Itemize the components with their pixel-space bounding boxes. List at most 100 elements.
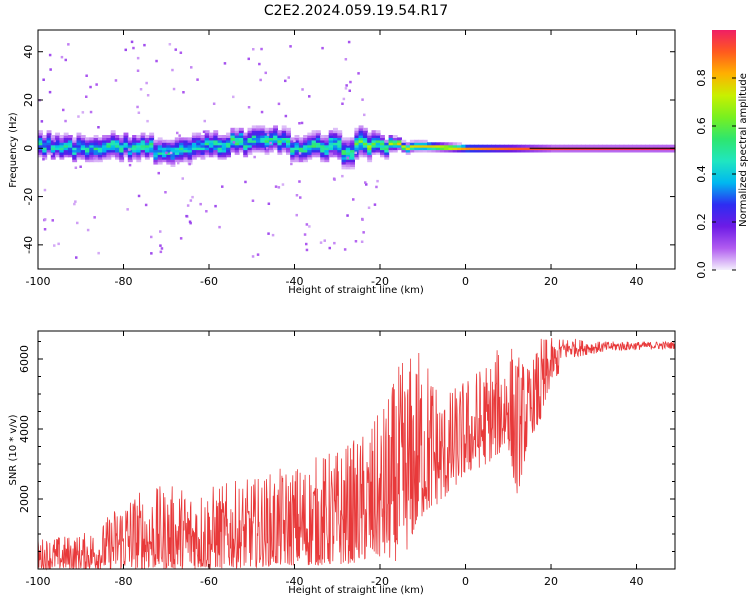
spectrogram-cell bbox=[226, 137, 231, 141]
spectrogram-noise-cell bbox=[260, 110, 264, 114]
spectrogram-cell bbox=[38, 149, 43, 153]
spectrogram-cell bbox=[333, 137, 338, 141]
spectrogram-cell bbox=[256, 144, 261, 148]
spectrogram-cell bbox=[499, 144, 505, 148]
spectrogram-cell bbox=[358, 149, 364, 153]
spectrogram-cell bbox=[76, 137, 82, 141]
spectrogram-cell bbox=[521, 149, 526, 153]
spectrogram-cell bbox=[191, 132, 197, 136]
spectrogram-cell bbox=[474, 149, 479, 153]
spectrogram-cell bbox=[76, 139, 82, 143]
spectrogram-cell bbox=[362, 135, 368, 138]
spectrogram-cell bbox=[42, 135, 48, 138]
spectrogram-noise-cell bbox=[126, 208, 129, 211]
spectrogram-cell bbox=[234, 132, 240, 136]
spectrogram-cell bbox=[157, 142, 163, 146]
spectrogram-cell bbox=[350, 151, 355, 155]
spectrogram-cell bbox=[42, 151, 48, 155]
spectrogram-cell bbox=[123, 149, 129, 153]
spectrogram-cell bbox=[123, 132, 129, 136]
spectrogram-cell bbox=[367, 135, 373, 138]
spectrogram-cell bbox=[315, 137, 321, 141]
spectrogram-cell bbox=[281, 149, 287, 153]
spectrogram-noise-cell bbox=[136, 105, 139, 109]
spectrogram-cell bbox=[307, 142, 313, 146]
spectrogram-cell bbox=[333, 139, 338, 143]
x-tick-label: -60 bbox=[200, 275, 218, 288]
spectrogram-cell bbox=[179, 147, 184, 151]
spectrogram-cell bbox=[247, 130, 253, 134]
spectrogram-cell bbox=[59, 151, 65, 155]
spectrogram-cell bbox=[149, 139, 155, 143]
spectrogram-cell bbox=[238, 132, 244, 136]
spectrogram-cell bbox=[358, 142, 364, 146]
spectrogram-noise-cell bbox=[298, 122, 301, 125]
spectrogram-cell bbox=[238, 142, 244, 146]
spectrogram-cell bbox=[264, 142, 270, 146]
spectrogram-cell bbox=[273, 139, 278, 143]
spectrogram-cell bbox=[110, 151, 116, 155]
spectrogram-cell bbox=[213, 144, 219, 148]
spectrogram-cell bbox=[243, 132, 249, 136]
spectrogram-cell bbox=[183, 137, 189, 141]
spectrogram-cell bbox=[315, 132, 321, 136]
spectrogram-cell bbox=[401, 147, 407, 151]
spectrogram-noise-cell bbox=[212, 102, 216, 105]
spectrogram-noise-cell bbox=[232, 141, 236, 144]
spectrogram-noise-cell bbox=[205, 210, 208, 213]
spectrogram-cell bbox=[444, 144, 449, 148]
spectrogram-cell bbox=[140, 149, 146, 153]
spectrogram-cell bbox=[97, 156, 103, 160]
spectrogram-cell bbox=[409, 147, 415, 151]
spectrogram-cell bbox=[649, 149, 655, 153]
spectrogram-cell bbox=[384, 142, 390, 146]
spectrogram-noise-cell bbox=[341, 174, 344, 178]
spectrogram-cell bbox=[144, 142, 150, 146]
spectrogram-noise-cell bbox=[137, 194, 141, 198]
x-tick-label: -80 bbox=[115, 575, 133, 588]
spectrogram-cell bbox=[149, 142, 155, 146]
spectrogram-cell bbox=[260, 144, 266, 148]
spectrogram-cell bbox=[345, 161, 351, 165]
spectrogram-cell bbox=[243, 135, 249, 138]
x-tick-label: 0 bbox=[462, 275, 469, 288]
spectrogram-cell bbox=[38, 151, 43, 155]
spectrogram-cell bbox=[97, 159, 103, 163]
spectrogram-cell bbox=[298, 147, 304, 151]
spectrogram-cell bbox=[388, 139, 394, 143]
spectrogram-cell bbox=[320, 147, 326, 151]
spectrogram-cell bbox=[504, 144, 509, 148]
spectrogram-cell bbox=[380, 151, 385, 155]
spectrogram-cell bbox=[93, 156, 99, 160]
spectrogram-noise-cell bbox=[253, 155, 256, 159]
spectrogram-cell bbox=[110, 142, 116, 146]
spectrogram-noise-cell bbox=[357, 72, 360, 75]
spectrogram-cell bbox=[136, 149, 142, 153]
spectrogram-cell bbox=[174, 154, 180, 158]
spectrogram-cell bbox=[615, 149, 620, 153]
spectrogram-cell bbox=[345, 151, 351, 155]
spectrogram-cell bbox=[80, 135, 86, 138]
spectrogram-cell bbox=[209, 139, 214, 143]
spectrogram-cell bbox=[277, 142, 283, 146]
spectrogram-noise-cell bbox=[344, 87, 348, 90]
spectrogram-cell bbox=[435, 147, 441, 151]
spectrogram-cell bbox=[166, 144, 172, 148]
spectrogram-cell bbox=[149, 149, 155, 153]
spectrogram-cell bbox=[200, 154, 206, 158]
spectrogram-cell bbox=[200, 149, 206, 153]
y-tick-label: 0 bbox=[22, 145, 35, 152]
spectrogram-cell bbox=[482, 147, 488, 151]
spectrogram-cell bbox=[217, 139, 223, 143]
spectrogram-cell bbox=[358, 147, 364, 151]
spectrogram-cell bbox=[127, 144, 133, 148]
spectrogram-cell bbox=[350, 156, 355, 160]
spectrogram-cell bbox=[85, 154, 90, 158]
spectrogram-cell bbox=[50, 147, 56, 151]
spectrogram-cell bbox=[324, 149, 330, 153]
spectrogram-cell bbox=[341, 142, 347, 146]
spectrogram-cell bbox=[367, 139, 373, 143]
spectrogram-cell bbox=[144, 144, 150, 148]
spectrogram-cell bbox=[251, 132, 257, 136]
spectrogram-cell bbox=[102, 156, 107, 160]
